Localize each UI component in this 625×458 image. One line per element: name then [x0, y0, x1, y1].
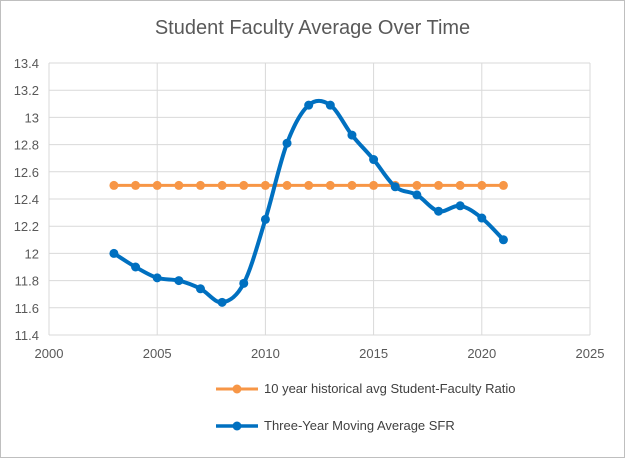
legend-marker-historical — [216, 384, 258, 393]
y-tick-label: 12 — [25, 246, 39, 261]
x-tick-label: 2025 — [576, 346, 605, 361]
data-point-moving-average — [455, 201, 465, 211]
data-point-historical — [174, 180, 184, 190]
data-point-historical — [412, 180, 422, 190]
data-point-historical — [455, 180, 465, 190]
data-point-moving-average — [217, 297, 227, 307]
data-point-historical — [282, 180, 292, 190]
y-tick-label: 12.2 — [14, 219, 39, 234]
data-point-moving-average — [131, 262, 141, 272]
y-tick-label: 11.8 — [15, 274, 39, 289]
data-point-moving-average — [477, 213, 487, 223]
y-tick-label: 13 — [25, 110, 39, 125]
x-tick-label: 2000 — [35, 346, 64, 361]
legend-label-moving-average: Three-Year Moving Average SFR — [264, 418, 455, 433]
data-point-historical — [131, 180, 141, 190]
x-tick-label: 2010 — [251, 346, 280, 361]
y-tick-label: 12.4 — [14, 192, 39, 207]
data-point-historical — [109, 180, 119, 190]
data-point-historical — [347, 180, 357, 190]
data-point-moving-average — [412, 190, 422, 200]
x-tick-label: 2020 — [467, 346, 496, 361]
y-tick-label: 12.6 — [14, 165, 39, 180]
data-point-historical — [477, 180, 487, 190]
legend-marker-moving-average — [216, 421, 258, 430]
data-point-moving-average — [304, 100, 314, 110]
data-point-historical — [304, 180, 314, 190]
data-point-moving-average — [282, 138, 292, 148]
y-tick-label: 11.4 — [15, 328, 39, 343]
data-point-moving-average — [239, 278, 249, 288]
data-point-moving-average — [260, 214, 270, 224]
data-point-moving-average — [434, 206, 444, 216]
series-line-moving-average — [112, 98, 505, 305]
x-tick-label: 2005 — [143, 346, 172, 361]
legend-label-historical: 10 year historical avg Student-Faculty R… — [264, 381, 516, 396]
data-point-moving-average — [390, 182, 400, 192]
y-tick-label: 13.4 — [14, 56, 39, 71]
data-point-historical — [152, 180, 162, 190]
data-point-historical — [217, 180, 227, 190]
data-point-moving-average — [174, 276, 184, 286]
data-point-historical — [239, 180, 249, 190]
data-point-historical — [195, 180, 205, 190]
data-point-moving-average — [152, 273, 162, 283]
data-point-moving-average — [498, 235, 508, 245]
y-tick-label: 13.2 — [14, 83, 39, 98]
y-tick-label: 12.8 — [14, 138, 39, 153]
data-point-historical — [325, 180, 335, 190]
data-point-historical — [369, 180, 379, 190]
data-point-historical — [434, 180, 444, 190]
data-point-moving-average — [325, 100, 335, 110]
legend-item-historical: 10 year historical avg Student-Faculty R… — [216, 381, 515, 396]
data-point-moving-average — [109, 248, 119, 258]
data-point-moving-average — [195, 284, 205, 294]
y-tick-label: 11.6 — [15, 301, 39, 316]
data-point-moving-average — [347, 130, 357, 140]
x-tick-label: 2015 — [359, 346, 388, 361]
data-point-moving-average — [369, 155, 379, 165]
chart-title: Student Faculty Average Over Time — [154, 17, 471, 39]
legend-item-moving-average: Three-Year Moving Average SFR — [216, 418, 455, 433]
data-point-historical — [260, 180, 270, 190]
data-point-historical — [498, 180, 508, 190]
